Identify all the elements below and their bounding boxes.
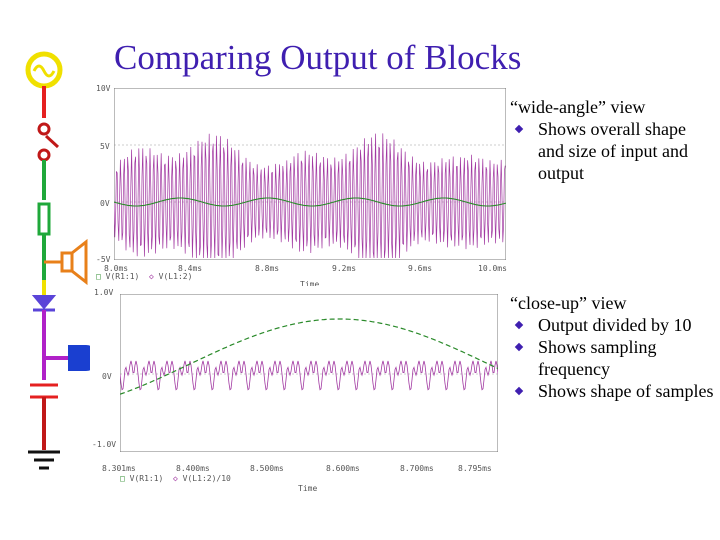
switch-icon <box>37 122 60 200</box>
x-tick-label: 9.2ms <box>332 264 357 273</box>
bullet-item: Output divided by 10 <box>510 314 715 336</box>
y-tick-label: 10V <box>96 84 111 93</box>
circuit-strip <box>25 51 99 470</box>
x-tick-label: 8.301ms <box>102 464 136 473</box>
x-tick-label: 8.4ms <box>178 264 203 273</box>
bullet-item: Shows overall shape and size of input an… <box>510 118 715 184</box>
x-tick-label: 8.500ms <box>250 464 284 473</box>
plot-frame <box>120 294 498 452</box>
y-tick-label: -5V <box>96 255 111 264</box>
bullet-item: Shows shape of samples <box>510 380 715 402</box>
output-trace <box>120 360 498 391</box>
x-axis-label: Time <box>300 280 320 289</box>
close-up-waveforms <box>120 294 498 452</box>
x-axis-label: Time <box>298 484 318 493</box>
plot-legend: □ V(R1:1) ◇ V(L1:2) <box>96 272 193 281</box>
x-tick-label: 8.8ms <box>255 264 280 273</box>
close-up-notes: “close-up” view Output divided by 10 Sho… <box>510 292 715 402</box>
x-tick-label: 8.400ms <box>176 464 210 473</box>
y-tick-label: -1.0V <box>92 440 117 449</box>
diode-icon <box>31 295 57 380</box>
bullet-icon <box>514 320 524 330</box>
x-tick-label: 8.795ms <box>458 464 492 473</box>
bullet-icon <box>514 124 524 134</box>
plot-legend: □ V(R1:1) ◇ V(L1:2)/10 <box>120 474 231 483</box>
bullet-item: Shows sampling frequency <box>510 336 715 380</box>
speaker-icon <box>42 238 88 296</box>
notes-heading: “wide-angle” view <box>510 97 646 117</box>
x-tick-label: 9.6ms <box>408 264 433 273</box>
capacitor-icon <box>30 383 58 450</box>
bullet-icon <box>514 386 524 396</box>
x-tick-label: 8.700ms <box>400 464 434 473</box>
input-trace <box>114 197 506 207</box>
notes-heading: “close-up” view <box>510 293 627 313</box>
ground-icon <box>28 450 60 470</box>
input-trace <box>120 318 498 395</box>
x-tick-label: 8.600ms <box>326 464 360 473</box>
ac-source-icon <box>25 51 63 118</box>
wide-angle-notes: “wide-angle” view Shows overall shape an… <box>510 96 715 184</box>
slide-title: Comparing Output of Blocks <box>114 38 522 77</box>
close-up-plot: 1.0V 0V -1.0V 8.301ms 8.400ms 8.500ms 8.… <box>90 286 510 498</box>
y-tick-label: 0V <box>100 199 110 208</box>
bullet-icon <box>514 342 524 352</box>
y-tick-label: 1.0V <box>94 288 114 297</box>
y-tick-label: 5V <box>100 142 110 151</box>
wide-angle-plot: 10V 5V 0V -5V 8.0ms 8.4ms 8.8ms 9.2ms 9.… <box>90 82 510 292</box>
y-tick-label: 0V <box>102 372 112 381</box>
output-trace <box>114 133 506 259</box>
x-tick-label: 10.0ms <box>478 264 507 273</box>
wide-angle-waveforms <box>114 88 506 260</box>
resistor-icon <box>37 202 51 280</box>
x-tick-label: 8.0ms <box>104 264 129 273</box>
